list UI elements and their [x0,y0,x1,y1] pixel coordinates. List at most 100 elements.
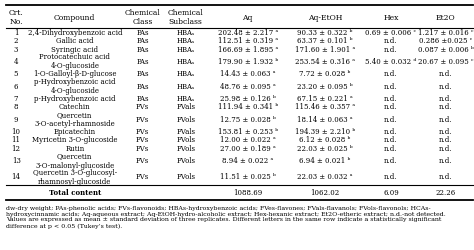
Text: HBAₛ: HBAₛ [176,70,195,78]
Text: 11: 11 [12,136,21,144]
Text: FVs: FVs [136,173,149,181]
Text: Aq-EtOH: Aq-EtOH [308,14,342,22]
Text: PAs: PAs [137,58,149,66]
Text: 1088.69: 1088.69 [233,188,262,196]
Text: FVols: FVols [176,136,195,144]
Text: 115.46 ± 0.357 ᵃ: 115.46 ± 0.357 ᵃ [295,103,355,111]
Text: 4: 4 [14,58,18,66]
Text: FVols: FVols [176,144,195,152]
Text: Quercetin
3-O-acetyl-rhamnoside: Quercetin 3-O-acetyl-rhamnoside [35,111,115,128]
Text: p-Hydroxybenzoic acid: p-Hydroxybenzoic acid [34,95,116,103]
Text: 90.33 ± 0.322 ᵇ: 90.33 ± 0.322 ᵇ [297,29,353,37]
Text: 2,4-Dihydroxybenzoic acid: 2,4-Dihydroxybenzoic acid [27,29,122,37]
Text: 63.37 ± 0.101 ᵇ: 63.37 ± 0.101 ᵇ [297,37,353,45]
Text: FVols: FVols [176,115,195,123]
Text: Crt.
No.: Crt. No. [9,9,24,26]
Text: n.d.: n.d. [384,82,398,90]
Text: PAs: PAs [137,82,149,90]
Text: Epicatechin: Epicatechin [54,128,96,136]
Text: 12.00 ± 0.022 ᵃ: 12.00 ± 0.022 ᵃ [220,136,275,144]
Text: 7: 7 [14,95,18,103]
Text: 6.12 ± 0.028 ᵇ: 6.12 ± 0.028 ᵇ [299,136,351,144]
Text: 1.217 ± 0.016 ᶜ: 1.217 ± 0.016 ᶜ [418,29,474,37]
Text: 18.14 ± 0.063 ᵃ: 18.14 ± 0.063 ᵃ [297,115,353,123]
Text: 11.51 ± 0.025 ᵇ: 11.51 ± 0.025 ᵇ [220,173,275,181]
Text: Quercetin
3-O-malonyl-glucoside: Quercetin 3-O-malonyl-glucoside [35,152,114,169]
Text: dw-dry weight; PAs-phenolic acids; FVs-flavonoids; HBAs-hydroxybenzoic acids; FV: dw-dry weight; PAs-phenolic acids; FVs-f… [6,205,446,228]
Text: n.d.: n.d. [439,156,452,164]
Text: 8: 8 [14,103,18,111]
Text: PAs: PAs [137,29,149,37]
Text: n.d.: n.d. [439,82,452,90]
Text: HBAₛ: HBAₛ [176,82,195,90]
Text: n.d.: n.d. [384,144,398,152]
Text: 171.60 ± 1.901 ᵃ: 171.60 ± 1.901 ᵃ [295,45,355,53]
Text: 1062.02: 1062.02 [310,188,339,196]
Text: n.d.: n.d. [384,173,398,181]
Text: Hex: Hex [383,14,399,22]
Text: 194.39 ± 2.210 ᵇ: 194.39 ± 2.210 ᵇ [295,128,355,136]
Text: 202.48 ± 2.217 ᵃ: 202.48 ± 2.217 ᵃ [218,29,278,37]
Text: PAs: PAs [137,95,149,103]
Text: 1: 1 [14,29,18,37]
Text: n.d.: n.d. [384,115,398,123]
Text: HBAₛ: HBAₛ [176,45,195,53]
Text: 9: 9 [14,115,18,123]
Text: Myricetin 3-O-glucoside: Myricetin 3-O-glucoside [32,136,118,144]
Text: 153.81 ± 0.253 ᵇ: 153.81 ± 0.253 ᵇ [218,128,278,136]
Text: n.d.: n.d. [384,136,398,144]
Text: 0.286 ±0.025 ᶜ: 0.286 ±0.025 ᶜ [419,37,472,45]
Text: n.d.: n.d. [384,95,398,103]
Text: FVols: FVols [176,173,195,181]
Text: 6.09: 6.09 [383,188,399,196]
Text: 14: 14 [12,173,21,181]
Text: 14.43 ± 0.063 ᵃ: 14.43 ± 0.063 ᵃ [220,70,275,78]
Text: 22.03 ± 0.025 ᵇ: 22.03 ± 0.025 ᵇ [297,144,353,152]
Text: n.d.: n.d. [439,128,452,136]
Text: n.d.: n.d. [439,144,452,152]
Text: n.d.: n.d. [439,95,452,103]
Text: 179.90 ± 1.932 ᵇ: 179.90 ± 1.932 ᵇ [218,58,278,66]
Text: 12: 12 [12,144,21,152]
Text: 27.00 ± 0.189 ᵃ: 27.00 ± 0.189 ᵃ [220,144,275,152]
Text: n.d.: n.d. [439,70,452,78]
Text: 10: 10 [12,128,21,136]
Text: 5.40 ± 0.032 ᵈ: 5.40 ± 0.032 ᵈ [365,58,417,66]
Text: 48.76 ± 0.095 ᵃ: 48.76 ± 0.095 ᵃ [220,82,275,90]
Text: Syringic acid: Syringic acid [51,45,98,53]
Text: 12.75 ± 0.028 ᵇ: 12.75 ± 0.028 ᵇ [220,115,275,123]
Text: n.d.: n.d. [384,128,398,136]
Text: 8.94 ± 0.022 ᵃ: 8.94 ± 0.022 ᵃ [222,156,273,164]
Text: 67.15 ± 0.221 ᵃ: 67.15 ± 0.221 ᵃ [297,95,353,103]
Text: Chemical
Class: Chemical Class [125,9,161,26]
Text: Quercetin 3-O-glucosyl-
rhamnosyl-glucoside: Quercetin 3-O-glucosyl- rhamnosyl-glucos… [33,168,117,185]
Text: n.d.: n.d. [439,115,452,123]
Text: FVs: FVs [136,128,149,136]
Text: n.d.: n.d. [384,45,398,53]
Text: Chemical
Subclass: Chemical Subclass [168,9,203,26]
Text: n.d.: n.d. [439,103,452,111]
Text: 112.51 ± 0.319 ᵃ: 112.51 ± 0.319 ᵃ [218,37,278,45]
Text: 22.03 ± 0.032 ᵃ: 22.03 ± 0.032 ᵃ [297,173,353,181]
Text: 6: 6 [14,82,18,90]
Text: n.d.: n.d. [384,103,398,111]
Text: FVs: FVs [136,115,149,123]
Text: PAs: PAs [137,37,149,45]
Text: n.d.: n.d. [439,173,452,181]
Text: Protocatechuic acid
4-O-glucoside: Protocatechuic acid 4-O-glucoside [39,53,110,70]
Text: PAs: PAs [137,70,149,78]
Text: n.d.: n.d. [384,70,398,78]
Text: FVs: FVs [136,103,149,111]
Text: 22.26: 22.26 [436,188,456,196]
Text: 20.67 ± 0.095 ᶜ: 20.67 ± 0.095 ᶜ [418,58,474,66]
Text: HBAₛ: HBAₛ [176,58,195,66]
Text: FVs: FVs [136,144,149,152]
Text: 2: 2 [14,37,18,45]
Text: HBAₛ: HBAₛ [176,37,195,45]
Text: Compound: Compound [54,14,95,22]
Text: Gallic acid: Gallic acid [56,37,93,45]
Text: p-Hydroxybenzoic acid
4-O-glucoside: p-Hydroxybenzoic acid 4-O-glucoside [34,78,116,95]
Text: 166.69 ± 1.895 ᵃ: 166.69 ± 1.895 ᵃ [218,45,278,53]
Text: PAs: PAs [137,45,149,53]
Text: Aq: Aq [243,14,253,22]
